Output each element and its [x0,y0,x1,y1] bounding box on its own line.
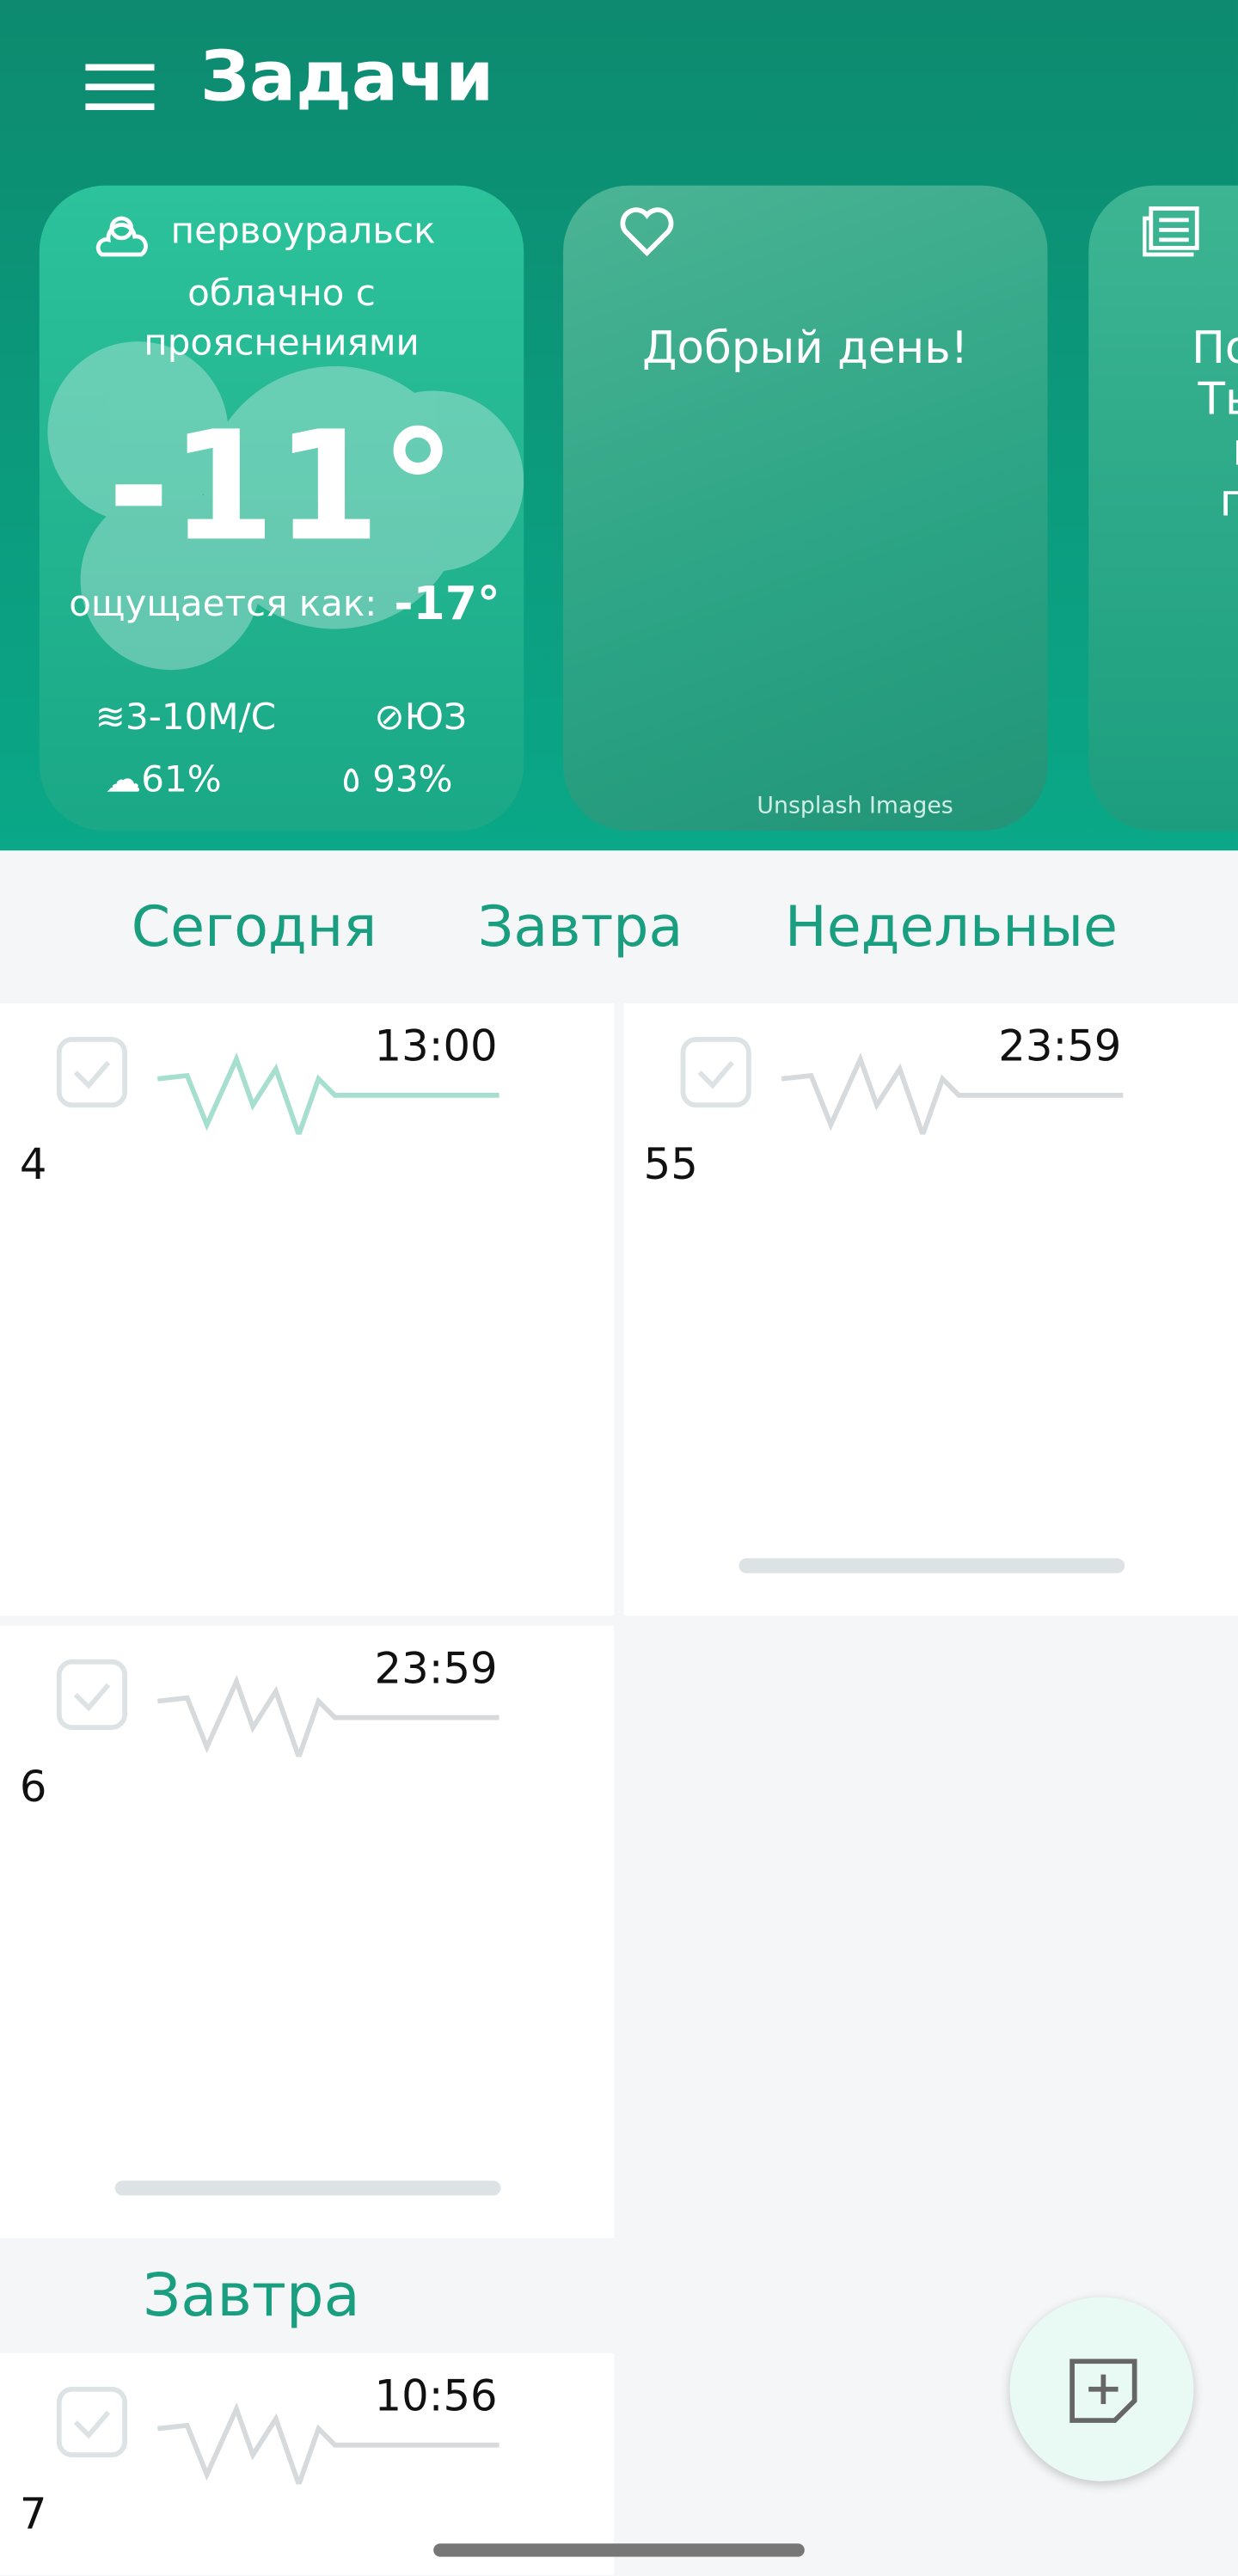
news-icon [1143,206,1199,257]
task-time: 23:59 [374,1645,498,1695]
task-card[interactable]: 10:56 7 [0,2352,615,2575]
tab[interactable]: Недельные [784,894,1118,961]
greeting: Добрый день! [642,323,969,375]
scrollbar [739,1558,1125,1573]
clouds-value: 61% [141,760,222,801]
add-icon [1069,2358,1137,2423]
wind-value: 3-10М/С [125,697,277,739]
task-decor [56,2386,499,2485]
greeting-card[interactable]: Добрый день! Unsplash Images [563,185,1048,831]
add-task-button[interactable] [1009,2297,1194,2481]
task-text: 6 [19,1763,47,1813]
drop-icon: ٥ [341,760,373,801]
task-time: 10:56 [374,2372,498,2422]
task-card[interactable]: 23:59 55 [623,1003,1238,1616]
task-text: 4 [19,1141,47,1191]
wind: ≋3-10М/С [95,698,276,739]
humidity-value: 93% [372,760,453,801]
temperature: -11° [107,399,457,575]
news-line: мо [1099,426,1238,476]
task-decor [56,1659,499,1757]
menu-button[interactable] [85,63,155,112]
feels: -17° [394,576,500,631]
task-text: 55 [643,1141,698,1191]
city: первоуральск [170,212,436,254]
cloud-art [47,341,524,671]
compass-icon: ⊘ [374,697,405,739]
task-text: 7 [19,2491,47,2541]
feels-label: ощущается как: [69,584,377,626]
weather-card[interactable]: первоуральск облачно с прояснениями -11°… [39,185,524,831]
title: Задачи [199,36,494,117]
direction-value: ЮЗ [404,697,467,739]
cloud-icon: ☁ [105,760,142,801]
direction: ⊘ЮЗ [374,698,467,739]
task-time: 23:59 [998,1022,1122,1073]
clouds: ☁61% [105,760,221,801]
tab[interactable]: Сегодня [131,894,377,961]
tab[interactable]: Завтра [477,894,683,961]
weather-icon [95,216,148,257]
credit: Unsplash Images [757,793,953,819]
home-indicator [433,2543,805,2557]
wind-icon: ≋ [95,697,126,739]
heart-icon [620,207,674,257]
task-decor [680,1037,1124,1135]
task-time: 13:00 [374,1022,498,1073]
news-line: при [1099,476,1238,527]
news-line: Ты те [1198,374,1238,426]
news-text: ПоздаТы темопри [1099,323,1238,527]
news-card[interactable]: ПоздаТы темопри [1088,185,1238,831]
news-line: Позда [1192,323,1238,375]
humidity: ٥ 93% [341,760,452,801]
task-card[interactable]: 13:00 4 [0,1003,615,1616]
scrollbar [114,2180,501,2196]
tab-bar [0,850,1238,1003]
condition: облачно с прояснениями [144,273,420,365]
section-title: Завтра [143,2262,360,2331]
task-decor [56,1037,499,1135]
task-card[interactable]: 23:59 6 [0,1625,615,2239]
